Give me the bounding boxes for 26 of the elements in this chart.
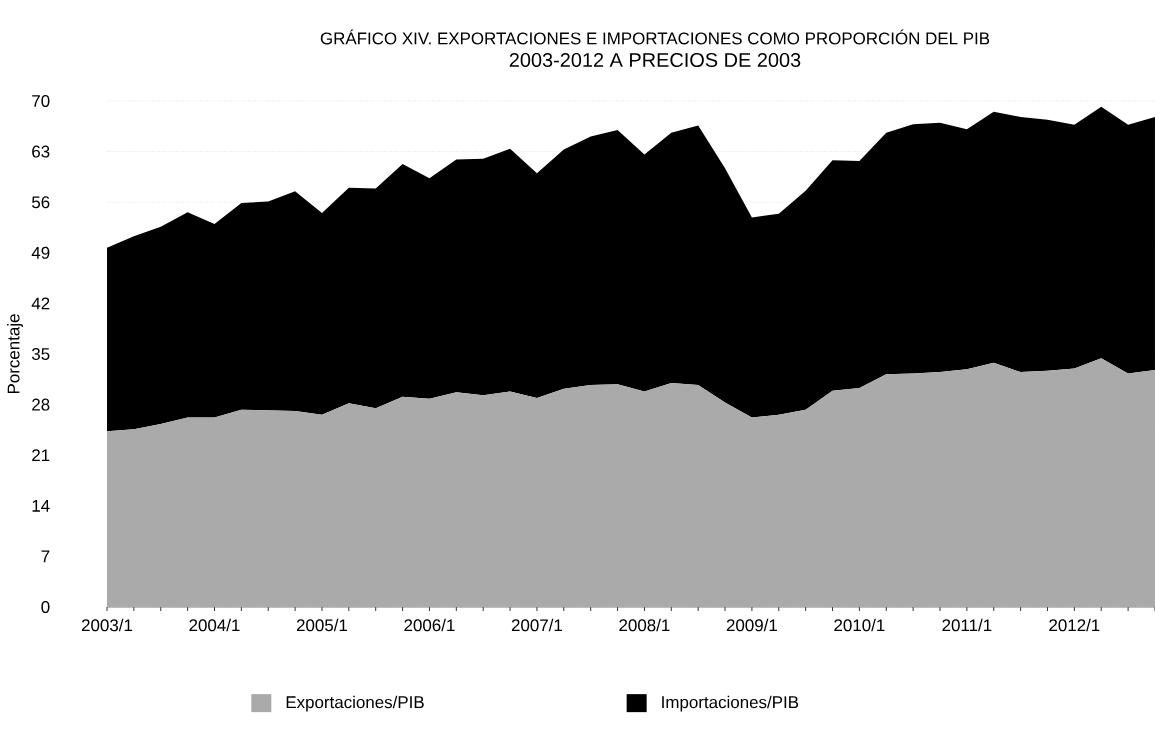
y-tick-label: 14 [32, 499, 50, 512]
y-tick-label: 70 [32, 95, 50, 107]
x-tick-label: 2010/1 [834, 618, 885, 632]
y-tick-label: 0 [41, 601, 50, 613]
chart-title: GRÁFICO XIV. EXPORTACIONES E IMPORTACIONES COMO PROPORCIÓN DEL PIB [320, 29, 990, 45]
x-tick-label: 2009/1 [726, 618, 777, 632]
chart-subtitle: 2003-2012 A PRECIOS DE 2003 [509, 52, 801, 68]
y-axis-title: Porcentaje [7, 314, 23, 394]
x-tick-label: 2003/1 [81, 618, 133, 632]
x-tick-label: 2005/1 [296, 618, 348, 632]
x-tick-label: 2011/1 [942, 618, 992, 632]
x-tick-label: 2008/1 [619, 618, 670, 632]
x-tick-label: 2007/1 [511, 618, 562, 632]
x-tick-label: 2004/1 [189, 618, 240, 632]
y-tick-label: 28 [32, 398, 50, 411]
y-tick-label: 35 [31, 348, 50, 360]
y-tick-label: 63 [32, 145, 50, 158]
y-tick-label: 56 [31, 196, 50, 209]
legend-label: Importaciones/PIB [662, 695, 799, 712]
y-tick-label: 7 [41, 550, 50, 563]
x-tick-label: 2012/1 [1049, 618, 1100, 632]
y-tick-label: 21 [32, 449, 50, 462]
y-tick-label: 42 [31, 297, 50, 310]
y-tick-label: 49 [31, 246, 50, 259]
legend-label: Exportaciones/PIB [286, 695, 424, 712]
x-tick-label: 2006/1 [404, 618, 455, 632]
